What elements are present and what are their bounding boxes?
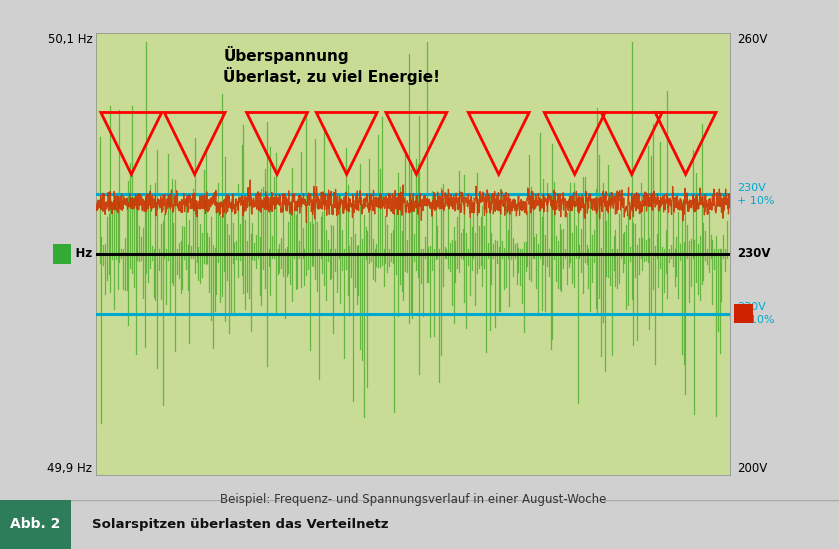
Text: 230V
+ 10%: 230V + 10% [737, 183, 774, 206]
Text: Solarspitzen überlasten das Verteilnetz: Solarspitzen überlasten das Verteilnetz [92, 518, 388, 531]
Text: 230V
− 10%: 230V − 10% [737, 302, 774, 325]
Text: 49,9 Hz: 49,9 Hz [47, 462, 92, 475]
Text: Überspannung
Überlast, zu viel Energie!: Überspannung Überlast, zu viel Energie! [223, 46, 440, 85]
Text: Beispiel: Frequenz- und Spannungsverlauf in einer August-Woche: Beispiel: Frequenz- und Spannungsverlauf… [220, 493, 607, 506]
Text: Abb. 2: Abb. 2 [10, 517, 61, 531]
Text: 50 Hz: 50 Hz [55, 248, 92, 260]
Text: 50,1 Hz: 50,1 Hz [48, 33, 92, 46]
Text: 200V: 200V [737, 462, 767, 475]
Text: 260V: 260V [737, 33, 767, 46]
Text: 230V: 230V [737, 248, 770, 260]
Bar [0, 500, 71, 549]
